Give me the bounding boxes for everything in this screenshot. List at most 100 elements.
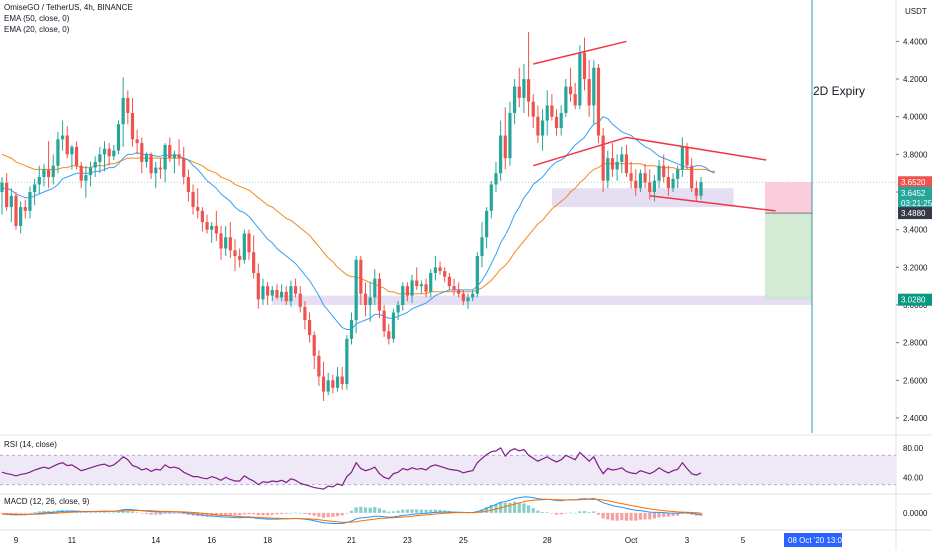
candle xyxy=(60,120,65,151)
price-badge-bg xyxy=(898,196,932,209)
candle-body xyxy=(214,225,218,234)
macd-histogram-bar xyxy=(102,512,107,513)
candle-body xyxy=(387,331,391,339)
candle xyxy=(242,229,246,264)
candle xyxy=(503,107,507,170)
macd-histogram-bar xyxy=(517,502,521,513)
candle-body xyxy=(634,180,638,189)
candle-body xyxy=(280,291,284,298)
candle-body xyxy=(65,135,69,155)
macd-histogram-bar xyxy=(466,512,470,514)
candle-body xyxy=(349,320,354,339)
macd-histogram-bar xyxy=(158,512,163,515)
candle xyxy=(447,272,451,290)
macd-histogram-bar xyxy=(14,512,18,515)
candle xyxy=(499,120,503,181)
macd-histogram-bar xyxy=(65,510,69,513)
macd-histogram-bar xyxy=(33,512,37,513)
macd-histogram-bar xyxy=(606,512,610,520)
candle-body xyxy=(638,173,643,189)
macd-histogram-bar xyxy=(149,512,153,515)
macd-histogram-bar xyxy=(28,512,32,514)
short-position-tool[interactable] xyxy=(765,182,812,300)
macd-signal-line xyxy=(1,498,702,523)
resistance-zone xyxy=(551,188,734,208)
candle-body xyxy=(126,97,130,113)
candle xyxy=(592,60,596,125)
candle-body xyxy=(242,233,246,260)
chart-title: OmiseGO / TetherUS, 4h, BINANCE xyxy=(4,3,133,12)
candle xyxy=(19,201,23,234)
candle-body xyxy=(457,289,461,294)
macd-histogram-bar xyxy=(652,512,656,519)
macd-histogram-bar xyxy=(592,511,596,513)
macd-histogram-bar xyxy=(494,503,498,513)
take-profit-area xyxy=(765,213,812,300)
candle-body xyxy=(182,158,186,177)
candle-body xyxy=(219,233,223,249)
price-tick-label: 4.2000 xyxy=(903,75,928,84)
candle xyxy=(307,312,312,343)
macd-histogram-bar xyxy=(634,512,638,521)
candle xyxy=(489,180,493,219)
candle xyxy=(429,269,433,298)
price-badge: 3.6452 xyxy=(898,186,932,199)
candle-body xyxy=(196,207,200,211)
macd-histogram-bar xyxy=(480,509,484,513)
candle-body xyxy=(298,293,302,307)
macd-histogram-bar xyxy=(363,507,368,513)
macd-histogram-bar xyxy=(648,512,652,520)
macd-histogram-bar xyxy=(130,511,135,513)
macd-histogram-bar xyxy=(154,512,158,515)
price-badge-bg xyxy=(898,207,932,220)
candle xyxy=(554,109,559,136)
candle-body xyxy=(517,86,521,98)
candle-body xyxy=(172,154,177,159)
macd-histogram-bar xyxy=(438,509,442,513)
candle xyxy=(666,165,670,196)
macd-histogram-bar xyxy=(354,507,358,513)
candle xyxy=(405,282,410,302)
candle-body xyxy=(37,176,41,185)
candle xyxy=(517,67,521,108)
candle xyxy=(578,45,582,110)
price-badge-label: 3.0280 xyxy=(901,296,926,305)
candle xyxy=(331,374,335,394)
candle-body xyxy=(275,289,279,298)
candle xyxy=(37,165,41,194)
price-axis[interactable]: USDT2.40002.60002.80003.00003.20003.4000… xyxy=(896,7,932,518)
candle xyxy=(33,178,37,206)
candle xyxy=(93,156,97,177)
macd-histogram-bar xyxy=(419,509,423,513)
ema-lines xyxy=(1,116,716,330)
candle xyxy=(671,173,675,193)
candle xyxy=(475,252,479,298)
time-axis[interactable]: 91114161821232528Oct35708 Oct '20 13:00 xyxy=(14,533,847,547)
candle-body xyxy=(256,272,260,300)
candle xyxy=(410,274,414,304)
candle-body xyxy=(354,259,358,321)
macd-histogram-bar xyxy=(429,509,433,513)
candle-body xyxy=(582,52,587,80)
candle xyxy=(200,207,204,232)
candle-body xyxy=(559,112,563,129)
candle xyxy=(643,163,647,189)
candle-body xyxy=(447,276,451,287)
macd-histogram-bar xyxy=(107,512,111,514)
macd-histogram-bar xyxy=(256,512,260,516)
candle xyxy=(359,256,363,305)
date-badge-bg xyxy=(784,533,842,547)
candle-body xyxy=(503,135,507,159)
candle-body xyxy=(0,182,4,193)
candle xyxy=(494,161,498,193)
candle-body xyxy=(657,165,661,181)
candle xyxy=(587,60,591,117)
candle-body xyxy=(452,286,456,290)
macd-histogram-bar xyxy=(126,510,130,513)
candle xyxy=(513,79,517,125)
candle xyxy=(415,267,419,290)
date-tick-label: 28 xyxy=(543,536,552,545)
macd-histogram-bar xyxy=(545,512,549,513)
